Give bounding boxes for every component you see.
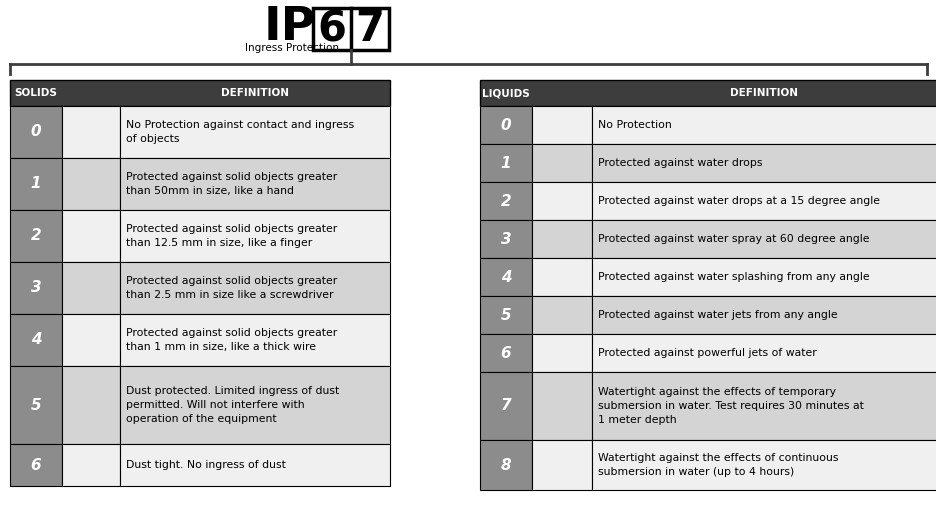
Bar	[532, 296, 592, 334]
Bar	[532, 106, 592, 144]
Text: 0: 0	[500, 118, 511, 132]
Bar	[10, 366, 62, 444]
Text: Dust protected. Limited ingress of dust
permitted. Will not interfere with
opera: Dust protected. Limited ingress of dust …	[125, 386, 339, 424]
Bar	[120, 444, 389, 486]
Bar	[479, 106, 532, 144]
Bar	[479, 372, 532, 440]
Bar	[479, 296, 532, 334]
Text: Protected against solid objects greater
than 50mm in size, like a hand: Protected against solid objects greater …	[125, 172, 337, 196]
Text: 4: 4	[500, 269, 511, 285]
Bar	[62, 210, 120, 262]
Text: Dust tight. No ingress of dust: Dust tight. No ingress of dust	[125, 460, 285, 470]
Bar	[120, 210, 389, 262]
Text: DEFINITION: DEFINITION	[730, 88, 797, 98]
Text: Protected against solid objects greater
than 2.5 mm in size like a screwdriver: Protected against solid objects greater …	[125, 276, 337, 300]
Bar	[10, 314, 62, 366]
Bar	[592, 220, 936, 258]
Text: 7: 7	[355, 8, 384, 50]
Text: 5: 5	[500, 307, 511, 322]
Bar	[592, 372, 936, 440]
Bar	[62, 314, 120, 366]
Text: 6: 6	[500, 346, 511, 360]
Text: Protected against solid objects greater
than 1 mm in size, like a thick wire: Protected against solid objects greater …	[125, 328, 337, 352]
Bar	[532, 220, 592, 258]
Bar	[532, 440, 592, 490]
Bar	[532, 334, 592, 372]
Bar	[10, 80, 389, 106]
Bar	[479, 80, 936, 106]
Bar	[10, 210, 62, 262]
Bar	[532, 372, 592, 440]
Text: 8: 8	[500, 457, 511, 473]
Bar	[532, 144, 592, 182]
Text: 2: 2	[31, 228, 41, 243]
Text: SOLIDS: SOLIDS	[15, 88, 57, 98]
Text: Watertight against the effects of continuous
submersion in water (up to 4 hours): Watertight against the effects of contin…	[597, 453, 838, 477]
Bar	[592, 106, 936, 144]
Bar	[592, 334, 936, 372]
Bar	[10, 444, 62, 486]
Text: Protected against water splashing from any angle: Protected against water splashing from a…	[597, 272, 869, 282]
Bar	[120, 314, 389, 366]
Bar	[10, 262, 62, 314]
Text: IP: IP	[264, 5, 315, 50]
Bar	[120, 106, 389, 158]
Bar	[10, 106, 62, 158]
Bar	[479, 220, 532, 258]
Bar	[592, 440, 936, 490]
Text: Watertight against the effects of temporary
submersion in water. Test requires 3: Watertight against the effects of tempor…	[597, 387, 863, 425]
Bar	[62, 262, 120, 314]
Text: Protected against water jets from any angle: Protected against water jets from any an…	[597, 310, 837, 320]
Bar	[479, 258, 532, 296]
Bar	[479, 440, 532, 490]
Bar	[120, 366, 389, 444]
Text: 3: 3	[31, 280, 41, 296]
Bar	[532, 182, 592, 220]
Text: 7: 7	[500, 399, 511, 413]
Bar	[592, 144, 936, 182]
Bar	[62, 106, 120, 158]
Bar	[62, 366, 120, 444]
Text: No Protection: No Protection	[597, 120, 671, 130]
Bar	[532, 258, 592, 296]
Text: 6: 6	[317, 8, 346, 50]
Text: 1: 1	[500, 155, 511, 171]
Bar	[120, 262, 389, 314]
Text: LIQUIDS: LIQUIDS	[482, 88, 530, 98]
Text: DEFINITION: DEFINITION	[221, 88, 288, 98]
Text: No Protection against contact and ingress
of objects: No Protection against contact and ingres…	[125, 120, 354, 144]
Text: Protected against water drops at a 15 degree angle: Protected against water drops at a 15 de…	[597, 196, 879, 206]
Text: 2: 2	[500, 193, 511, 208]
Bar	[592, 182, 936, 220]
Bar	[62, 444, 120, 486]
Text: Protected against powerful jets of water: Protected against powerful jets of water	[597, 348, 816, 358]
Text: Protected against water spray at 60 degree angle: Protected against water spray at 60 degr…	[597, 234, 869, 244]
Bar	[592, 296, 936, 334]
Text: 1: 1	[31, 176, 41, 191]
Bar	[479, 334, 532, 372]
Text: 0: 0	[31, 125, 41, 139]
Bar	[10, 158, 62, 210]
Bar	[313, 8, 388, 50]
Bar	[592, 258, 936, 296]
Text: 4: 4	[31, 332, 41, 348]
Text: 3: 3	[500, 232, 511, 246]
Text: 6: 6	[31, 457, 41, 473]
Text: 5: 5	[31, 398, 41, 412]
Bar	[479, 144, 532, 182]
Bar	[120, 158, 389, 210]
Bar	[62, 158, 120, 210]
Text: Protected against water drops: Protected against water drops	[597, 158, 762, 168]
Text: Ingress Protection: Ingress Protection	[244, 43, 339, 53]
Bar	[479, 182, 532, 220]
Text: Protected against solid objects greater
than 12.5 mm in size, like a finger: Protected against solid objects greater …	[125, 224, 337, 248]
